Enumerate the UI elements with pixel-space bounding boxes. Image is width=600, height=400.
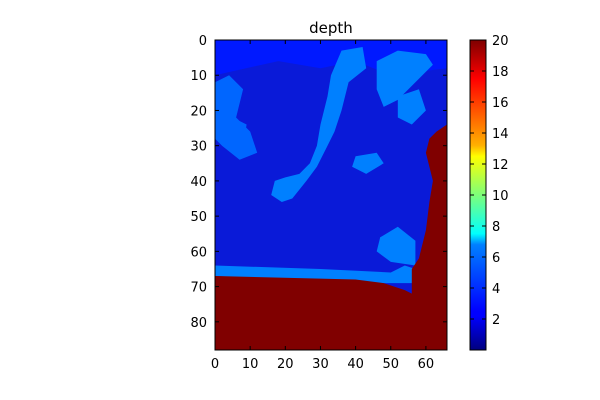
x-tick-label: 50 — [382, 357, 399, 372]
region-central-ridge-5 — [397, 89, 426, 125]
x-tick-label: 0 — [211, 357, 219, 372]
y-tick-label: 60 — [190, 245, 207, 260]
colorbar-tick-label: 12 — [492, 158, 509, 173]
region-west-shallows-1 — [215, 75, 258, 160]
region-central-ridge-7 — [376, 226, 416, 266]
y-tick-label: 80 — [190, 316, 207, 331]
region-central-ridge-4 — [376, 50, 433, 107]
colorbar-tick-label: 2 — [492, 313, 500, 328]
colorbar-tick-label: 4 — [492, 282, 500, 297]
colorbar-tick-label: 16 — [492, 96, 509, 111]
y-tick-label: 70 — [190, 281, 207, 296]
colorbar-tick-label: 10 — [492, 189, 509, 204]
y-axis: 0 10 20 30 40 50 60 70 80 — [190, 34, 447, 331]
y-tick-label: 10 — [190, 69, 207, 84]
colorbar-tick-label: 6 — [492, 251, 500, 266]
x-tick-label: 30 — [312, 357, 329, 372]
region-central-ridge-3 — [271, 47, 367, 202]
colorbar: 2 4 6 8 10 12 14 16 18 20 — [469, 34, 509, 351]
plot-frame — [214, 39, 448, 351]
colorbar-tick-label: 8 — [492, 220, 500, 235]
colorbar-tick-label: 20 — [492, 34, 509, 49]
y-tick-label: 20 — [190, 104, 207, 119]
heatmap-area — [215, 40, 447, 350]
x-axis: 0 10 20 30 40 50 60 — [211, 40, 434, 372]
region-land-9 — [215, 124, 447, 350]
x-tick-label: 20 — [277, 357, 294, 372]
colorbar-tick-label: 14 — [492, 127, 509, 142]
region-west-shallows-2 — [232, 117, 247, 146]
chart-title: depth — [309, 19, 353, 37]
x-tick-label: 60 — [418, 357, 435, 372]
y-tick-label: 40 — [190, 175, 207, 190]
y-tick-label: 30 — [190, 140, 207, 155]
region-central-ridge-6 — [352, 152, 384, 174]
y-tick-label: 0 — [199, 34, 207, 49]
colorbar-tick-label: 18 — [492, 65, 509, 80]
x-tick-label: 10 — [242, 357, 259, 372]
x-tick-label: 40 — [347, 357, 364, 372]
region-shore-band-8 — [215, 265, 416, 284]
y-tick-label: 50 — [190, 210, 207, 225]
colorbar-ticks: 2 4 6 8 10 12 14 16 18 20 — [470, 34, 509, 328]
heatmap-cells — [215, 40, 447, 350]
